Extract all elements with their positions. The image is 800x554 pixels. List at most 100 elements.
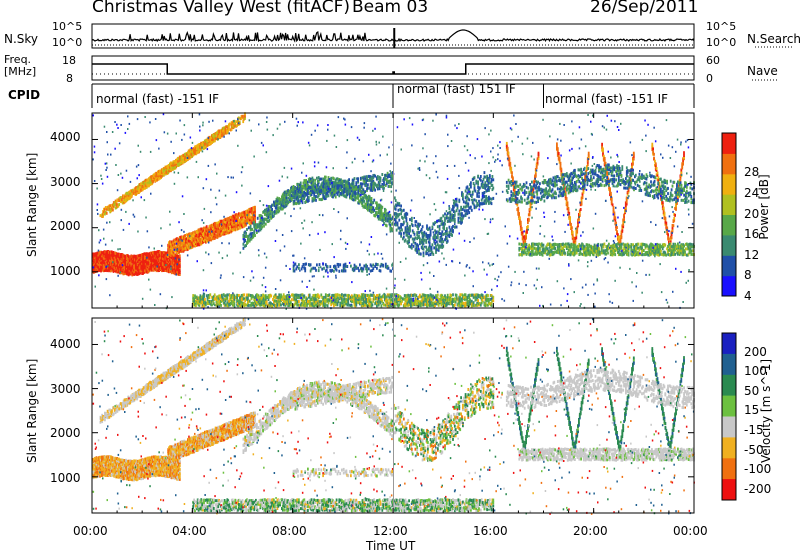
power-cell xyxy=(112,204,115,208)
power-cell xyxy=(314,196,316,200)
power-cell xyxy=(342,298,345,302)
power-cell xyxy=(301,194,304,198)
power-cell xyxy=(450,302,453,306)
power-cell xyxy=(314,189,316,192)
power-cell xyxy=(307,180,309,184)
power-cell xyxy=(394,223,397,227)
power-cell xyxy=(342,187,345,191)
power-cell xyxy=(407,239,410,243)
power-cell xyxy=(381,173,384,176)
power-cell xyxy=(141,188,144,192)
power-cell xyxy=(204,240,207,244)
power-cell xyxy=(359,300,362,304)
power-cell xyxy=(410,234,412,238)
power-cell xyxy=(407,299,410,303)
power-cell xyxy=(273,204,276,208)
power-cell xyxy=(336,293,339,297)
freq-right-label: Nave xyxy=(747,64,778,78)
power-cell xyxy=(228,125,230,129)
power-cell xyxy=(178,271,181,275)
power-cell xyxy=(370,293,373,297)
power-cell xyxy=(351,198,354,201)
power-cell xyxy=(198,296,201,300)
power-cell xyxy=(343,190,346,193)
power-cell xyxy=(333,177,335,181)
power-cell xyxy=(214,227,217,231)
power-cell xyxy=(459,304,462,308)
power-cell xyxy=(152,259,155,263)
power-cell xyxy=(174,240,177,244)
power-cell xyxy=(367,202,369,206)
power-cell xyxy=(189,150,192,154)
power-cell xyxy=(362,188,365,192)
power-cell xyxy=(417,244,419,248)
power-cell xyxy=(367,293,369,297)
power-cell xyxy=(435,300,437,304)
power-cell xyxy=(267,215,270,219)
power-cell xyxy=(445,300,447,304)
power-cell xyxy=(195,301,197,305)
power-cell xyxy=(169,258,171,262)
power-cell xyxy=(420,301,423,305)
power-cell xyxy=(148,262,151,266)
power-cell xyxy=(183,244,186,248)
power-cell xyxy=(214,134,217,138)
power-cell xyxy=(306,185,308,189)
power-cell xyxy=(140,269,143,273)
power-cell xyxy=(260,227,263,231)
power-cell xyxy=(157,177,160,181)
power-cell xyxy=(148,257,151,261)
power-cell xyxy=(417,222,419,226)
power-cell xyxy=(243,304,246,308)
power-cell xyxy=(343,297,346,301)
power-cell xyxy=(191,150,194,154)
power-cell xyxy=(352,187,355,191)
power-cell xyxy=(475,295,478,299)
power-cell xyxy=(310,193,313,196)
power-cell xyxy=(169,166,172,170)
power-cell xyxy=(402,223,404,227)
power-cell xyxy=(404,226,407,230)
xtick-24: 00:00 xyxy=(673,524,708,538)
power-cell xyxy=(253,231,256,235)
power-cell xyxy=(191,155,193,158)
power-cell xyxy=(166,251,169,255)
power-cell xyxy=(223,126,226,130)
power-cell xyxy=(245,223,247,227)
power-cell xyxy=(281,207,284,211)
power-cell xyxy=(236,298,238,302)
vel-cb-tick-m100: -100 xyxy=(744,462,772,476)
power-cell xyxy=(422,302,425,306)
power-cell xyxy=(338,194,341,198)
power-cell xyxy=(394,211,397,215)
power-cb-tick-12: 12 xyxy=(744,248,760,262)
power-cell xyxy=(216,297,219,301)
power-cell xyxy=(418,295,420,299)
power-cell xyxy=(204,232,207,236)
power-cell xyxy=(345,180,348,184)
power-cell xyxy=(354,295,357,299)
power-cell xyxy=(255,230,258,234)
power-cell xyxy=(400,232,402,236)
power-cell xyxy=(442,298,445,302)
power-cell xyxy=(266,295,269,299)
power-cell xyxy=(143,186,146,190)
power-cell xyxy=(183,241,186,245)
power-cell xyxy=(174,266,177,270)
power-cell xyxy=(412,244,415,248)
power-cell xyxy=(296,192,299,195)
power-cell xyxy=(361,182,364,186)
power-cell xyxy=(217,234,220,238)
power-cell xyxy=(227,225,230,229)
power-cell xyxy=(105,211,108,215)
power-cell xyxy=(415,220,418,224)
power-cell xyxy=(174,272,177,276)
power-cell xyxy=(313,302,316,306)
power-cell xyxy=(182,153,185,157)
power-cell xyxy=(328,297,331,301)
power-cell xyxy=(238,302,241,306)
power-cell xyxy=(301,201,304,205)
power-cell xyxy=(416,224,419,228)
power-cell xyxy=(228,122,231,126)
power-cell xyxy=(463,304,466,308)
